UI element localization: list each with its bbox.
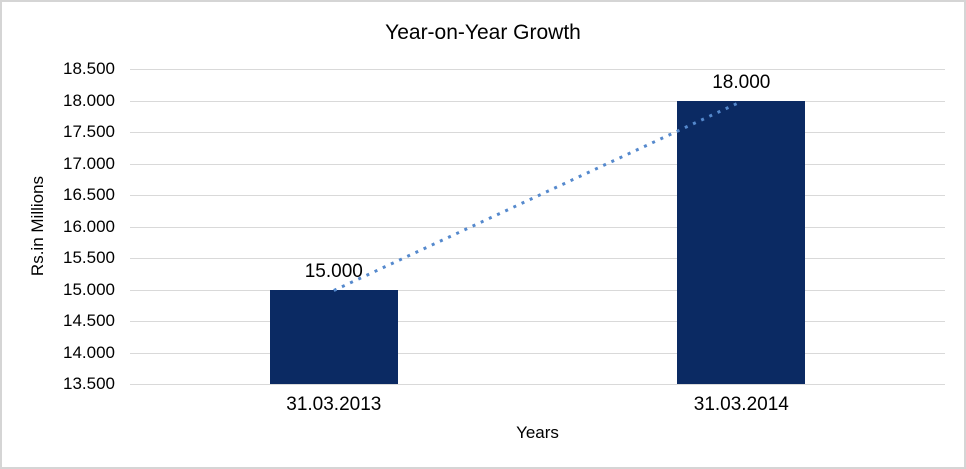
bar xyxy=(677,100,806,384)
y-tick-label: 15.000 xyxy=(63,279,115,299)
category-label: 31.03.2013 xyxy=(286,394,382,415)
gridline xyxy=(130,69,945,70)
y-tick-label: 16.000 xyxy=(63,216,115,236)
category-label: 31.03.2014 xyxy=(693,394,789,415)
bar-value-label: 18.000 xyxy=(712,71,771,93)
x-axis-title: Years xyxy=(516,423,559,442)
y-tick-label: 14.500 xyxy=(63,311,115,330)
gridline xyxy=(130,132,945,133)
gridline xyxy=(130,258,945,259)
bar-value-label: 15.000 xyxy=(304,260,363,282)
gridline xyxy=(130,289,945,291)
y-tick-label: 18.000 xyxy=(63,90,115,110)
gridline xyxy=(130,163,945,165)
bar xyxy=(269,289,398,384)
y-tick-label: 17.500 xyxy=(63,122,115,141)
y-tick-label: 13.500 xyxy=(63,374,115,393)
gridline xyxy=(130,384,945,385)
gridline xyxy=(130,226,945,228)
gridline xyxy=(130,100,945,102)
gridline xyxy=(130,352,945,354)
y-tick-label: 16.500 xyxy=(63,185,115,204)
chart-title: Year-on-Year Growth xyxy=(385,21,581,44)
gridline xyxy=(130,321,945,322)
gridline xyxy=(130,195,945,196)
y-tick-label: 18.500 xyxy=(63,59,115,78)
y-tick-label: 14.000 xyxy=(63,342,115,362)
y-tick-label: 17.000 xyxy=(63,153,115,173)
y-tick-label: 15.500 xyxy=(63,248,115,267)
